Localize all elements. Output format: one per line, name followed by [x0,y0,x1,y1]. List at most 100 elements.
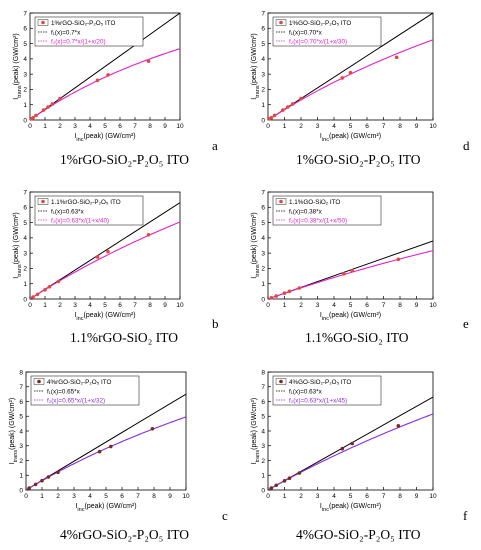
x-tick-label: 3 [316,302,320,309]
x-tick-label: 9 [415,123,419,130]
legend-box [272,195,382,226]
panel-e-letter: e [463,316,469,331]
data-point [41,108,46,112]
panel-f-caption: 4%GO-SiO₂-P₂O₅ ITO [296,527,421,542]
x-tick-label: 10 [176,123,184,130]
x-tick-label: 0 [266,493,270,500]
y-tick-label: 2 [261,87,265,94]
f1-line [26,393,186,490]
data-point [287,476,292,481]
f1-line [268,13,433,120]
f1-line [30,202,180,299]
x-tick-label: 8 [148,123,152,130]
x-axis-label: Iinc(peak) (GW/cm²) [74,133,135,143]
legend-marker [279,199,283,204]
y-tick-label: 2 [261,458,265,465]
data-point [396,424,401,428]
data-point [95,255,100,259]
x-tick-label: 1 [283,123,287,130]
chart-panel-a: 0 1 2 3 4 5 6 7 8 9 10 0 1 2 3 4 5 6 7 Iinc(peak) (GW/cm²) I… [13,10,184,143]
x-tick-label: 1 [43,123,47,130]
panel-a-caption: 1%rGO-SiO₂-P₂O₅ ITO [60,152,189,167]
y-tick-label: 4 [23,235,27,242]
data-point [269,486,274,490]
data-point [27,486,32,490]
y-tick-label: 0 [261,117,265,124]
x-tick-label: 2 [299,302,303,309]
data-point [146,59,151,63]
data-point [282,479,287,483]
legend-label-samples: 1%GO-SiO₂-P₂O₅ ITO [289,20,351,27]
data-point [281,108,285,112]
y-axis-label: Itrans(peak) (GW/cm²) [251,212,261,279]
data-point [274,294,279,298]
data-point [269,116,274,120]
y-tick-label: 7 [261,189,265,196]
legend-marker [41,20,45,25]
x-tick-label: 10 [429,493,437,500]
data-point [342,271,346,276]
y-tick-label: 0 [23,296,27,303]
x-tick-label: 6 [118,302,122,309]
x-tick-label: 8 [398,493,402,500]
f2-curve [268,413,433,490]
x-tick-label: 2 [299,123,303,130]
data-point [297,286,302,290]
legend-label-f2: f₂(x)=0.7*x/(1+x/20) [51,39,106,46]
data-point [282,291,287,295]
data-point [31,295,35,299]
data-point [31,116,35,120]
y-tick-label: 5 [19,414,23,421]
y-axis-label: Itrans(peak) (GW/cm²) [251,33,261,100]
data-point [340,76,345,80]
legend-label-f2: f₂(x)=0.70*x/(1+x/30) [289,39,347,46]
x-tick-label: 2 [58,123,62,130]
legend-label-f2: f₂(x)=0.63*x/(1+x/45) [289,398,347,405]
data-point [97,449,102,454]
y-tick-label: 8 [19,369,23,376]
y-tick-label: 6 [23,205,27,212]
x-tick-label: 4 [88,123,92,130]
panel-d-caption: 1%GO-SiO₂-P₂O₅ ITO [296,152,421,167]
x-tick-label: 4 [88,302,92,309]
data-point [146,233,151,237]
data-point [287,289,292,294]
x-tick-label: 5 [104,493,108,500]
y-tick-label: 1 [261,473,265,480]
panel-c-letter: c [222,508,228,523]
y-axis-label: Itrans(peak) (GW/cm²) [251,398,261,465]
legend-marker [37,379,41,384]
x-tick-label: 8 [398,302,402,309]
y-tick-label: 3 [261,443,265,450]
f2-curve [30,48,180,120]
data-point [150,426,155,431]
x-tick-label: 7 [136,493,140,500]
y-tick-label: 3 [23,250,27,257]
legend-label-f1: f₁(x)=0.63*x [289,389,323,396]
x-tick-label: 10 [429,123,437,130]
x-tick-label: 3 [72,493,76,500]
data-point [43,288,47,292]
x-tick-label: 3 [316,123,320,130]
y-tick-label: 5 [261,220,265,227]
data-point [58,96,62,101]
legend-label-f1: f₁(x)=0.38*x [289,209,323,216]
f2-curve [30,221,180,299]
legend-label-f1: f₁(x)=0.63*x [51,209,85,216]
y-tick-label: 1 [261,281,265,288]
legend-label-f1: f₁(x)=0.65*x [47,389,81,396]
legend-marker [279,20,283,25]
x-tick-label: 6 [118,123,122,130]
x-tick-label: 10 [182,493,190,500]
x-tick-label: 9 [168,493,172,500]
data-point [350,268,354,273]
data-point [50,102,55,106]
y-tick-label: 0 [19,487,23,494]
data-point [272,113,277,118]
x-tick-label: 8 [398,123,402,130]
f1-line [30,13,180,120]
y-tick-label: 3 [261,71,265,78]
legend-marker [279,379,283,384]
